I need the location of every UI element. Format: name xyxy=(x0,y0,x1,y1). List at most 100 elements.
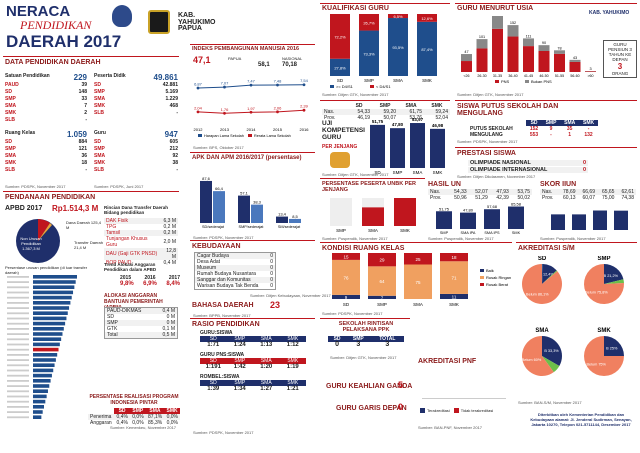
rincian-cell: DAK Fisik xyxy=(106,218,128,224)
ukg-subtitle: PER JENJANG xyxy=(322,144,358,150)
akreditasi-slice xyxy=(584,336,624,376)
hasil-un-table: Nas. 54,33 52,07 47,93 53,75 Prov. 50,96 51,29 4… xyxy=(428,189,532,201)
pip-cell: 0,0% xyxy=(132,414,144,420)
peserta-row-label: SMA xyxy=(94,96,106,102)
ipm-title: INDEKS PEMBANGUNAN MANUSIA 2016 xyxy=(192,46,300,52)
persentase-region-label xyxy=(7,395,29,398)
kondisi-bar xyxy=(440,293,468,299)
usia-x-label: 56-60 xyxy=(570,74,579,78)
ipm-point-label: 2,06 xyxy=(274,105,283,110)
trend-title: Trend Alokasi Anggaran Pendidikan dalam … xyxy=(104,262,157,272)
ukg-row: Prov. 46,19 50,07 53,76 52,04 xyxy=(322,115,450,121)
pnf-title: AKREDITASI PNF xyxy=(418,358,477,365)
persentase-region-label xyxy=(7,328,29,330)
usia-value: 152 xyxy=(510,21,516,25)
rasio-header-cell: SD xyxy=(209,336,217,342)
rasio-header-cell: SMK xyxy=(287,380,299,386)
guru-row-value: 92 xyxy=(172,153,178,159)
persentase-region-label xyxy=(7,322,29,325)
ipm-point xyxy=(196,110,200,114)
rasio-rombel-value: 1:27 xyxy=(260,386,273,392)
ppk-value: 3 xyxy=(385,341,390,348)
persentase-region-label xyxy=(7,312,29,315)
persentase-bar xyxy=(33,373,52,378)
unbk-x-label: SMA xyxy=(368,228,378,233)
ipm-legend-label: Rerata Lama Sekolah xyxy=(254,134,291,138)
kebudayaan-row: Museum 0 xyxy=(194,265,276,271)
garis-depan-title: GURU GARIS DEPAN xyxy=(336,405,407,412)
kualifikasi-value: 93,5% xyxy=(392,45,404,50)
putus-cell: 132 xyxy=(584,132,593,138)
kualifikasi-title: KUALIFIKASI GURU xyxy=(322,5,389,12)
ukg-cell: Prov. xyxy=(324,115,336,121)
hasil-un-cell: 52,07 xyxy=(475,189,488,195)
apbd-pie xyxy=(16,219,60,263)
satuan-row-value: 2 xyxy=(84,110,87,116)
ipm-point xyxy=(302,108,306,112)
ukg-value: 47,80 xyxy=(392,122,404,127)
iiun-cell: 75,00 xyxy=(601,195,615,201)
ipm-x-label: 2013 xyxy=(220,127,230,132)
satuan-row: SD 148 xyxy=(5,89,87,96)
alokasi-cell: 0,4 M xyxy=(162,308,175,314)
usia-bar xyxy=(538,51,550,72)
pip-cell: 0,4% xyxy=(116,420,128,426)
rincian-cell: 0,4 M xyxy=(163,260,176,266)
usia-bar xyxy=(523,38,534,47)
kondisi-bar xyxy=(404,264,432,299)
hasil-un-x-label: SMK xyxy=(512,231,521,235)
ppk-row: 0 3 3 xyxy=(328,341,404,348)
satuan-row-label: SMK xyxy=(5,110,17,116)
kondisi-value: 75 xyxy=(415,280,421,285)
persentase-region-label xyxy=(7,333,29,335)
kondisi-legend-swatch xyxy=(480,283,484,286)
apk-bar xyxy=(200,180,212,223)
putus-cell: - xyxy=(587,126,590,132)
alokasi-row: SMP 0 M xyxy=(104,320,178,326)
iiun-cell: 62,61 xyxy=(621,189,634,195)
usia-legend-label: PNS xyxy=(501,79,510,84)
region-name: KAB. YAHUKIMO xyxy=(178,12,216,26)
ruang-row-value: 121 xyxy=(78,146,87,152)
ukg-x-label: SD xyxy=(374,170,381,175)
hasil-un-value: 51,75 xyxy=(439,206,450,211)
alokasi-title: ALOKASI ANGGARAN BANTUAN PEMERINTAH (APB… xyxy=(104,293,163,311)
ppk-value: 0 xyxy=(335,341,339,348)
ukg-bar xyxy=(370,124,385,168)
ukg-cell: 50,07 xyxy=(383,115,397,121)
apk-bar xyxy=(251,204,263,223)
usia-legend-swatch xyxy=(495,80,499,83)
ukg-value: 53,97 xyxy=(412,117,424,122)
akreditasi-slice xyxy=(522,264,562,304)
kualifikasi-value: 27,8% xyxy=(334,65,346,70)
ipm-nasional-value: 70,18 xyxy=(282,62,298,68)
ipm-x-label: 2014 xyxy=(247,127,257,132)
trend-value: 8,4% xyxy=(166,281,180,287)
pip-cell: Anggaran xyxy=(90,420,112,426)
kebudayaan-row: Rumah Budaya Nusantara 0 xyxy=(195,271,276,277)
persentase-region-label xyxy=(7,406,29,408)
header: NERACA PENDIDIKAN DAERAH 2017 KAB. YAHUK… xyxy=(0,0,215,55)
prestasi-row: OLIMPIADE NASIONAL 0 xyxy=(468,160,588,166)
iiun-bar xyxy=(593,210,607,230)
putus-cell: MENGULANG xyxy=(470,132,503,138)
ukg-x-label: SMA xyxy=(413,170,423,175)
unbk-source: Sumber: Puspendik, November 2017 xyxy=(322,236,388,241)
akreditasi-slice-label: B 25% xyxy=(606,347,618,351)
rincian-cell: 0,2 M xyxy=(163,230,176,236)
ppk-header-cell: TOTAL xyxy=(370,336,404,342)
guru-row: SMK 38 xyxy=(94,160,178,167)
ruang-row: SMP 121 xyxy=(5,146,87,153)
kondisi-bar xyxy=(440,253,468,262)
trend-value: 9,8% xyxy=(120,281,134,287)
rasio-block: GURU:SISWA SD SMP SMA SMK 1:71 1:24 1:13 1:12 … xyxy=(200,330,306,392)
iiun-cell: 60,13 xyxy=(563,195,576,201)
rincian-cell: Tunjangan Khusus Guru xyxy=(106,236,148,248)
persentase-region-label xyxy=(7,296,29,299)
kebudayaan-cell: Museum xyxy=(197,265,217,271)
usia-bar xyxy=(538,45,550,51)
rasio-header-cell: SD xyxy=(209,380,217,386)
putus-header-cell: SMP xyxy=(541,120,561,126)
peserta-row-value: 5.169 xyxy=(165,89,178,95)
akreditasi-slice xyxy=(604,279,624,284)
